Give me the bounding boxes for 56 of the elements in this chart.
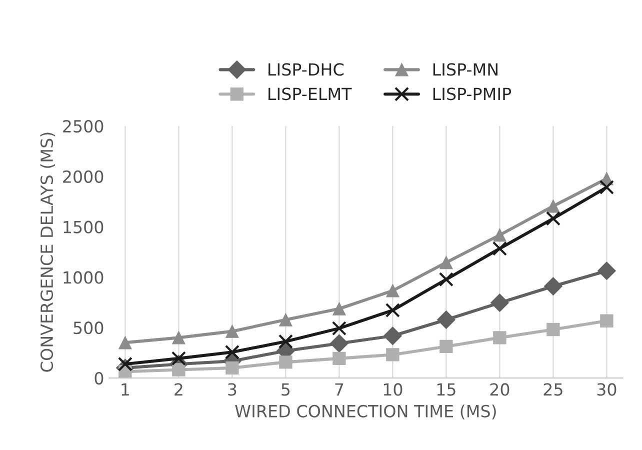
point [226, 361, 239, 375]
point [172, 363, 186, 376]
x-tick-label: 30 [597, 383, 616, 396]
y-tick-label: 2000 [63, 170, 104, 183]
point [598, 262, 616, 280]
point [330, 334, 348, 353]
point [490, 294, 509, 312]
x-tick-label: 5 [282, 383, 290, 396]
point [438, 272, 454, 287]
point [332, 321, 346, 336]
x-axis-title: WIRED CONNECTION TIME (MS) [235, 404, 496, 420]
point [385, 302, 400, 318]
y-axis-title: CONVERGENCE DELAYS (MS) [40, 132, 56, 372]
point [437, 310, 456, 329]
point [332, 352, 346, 366]
point [278, 334, 293, 349]
point [226, 324, 239, 338]
x-tick-label: 25 [544, 383, 562, 396]
point [384, 326, 402, 346]
legend-label: LISP-PMIP [433, 88, 512, 100]
point [440, 256, 453, 270]
y-tick-label: 500 [74, 322, 104, 334]
x-tick-label: 1 [122, 383, 129, 396]
point [118, 356, 132, 372]
y-tick-label: 0 [94, 372, 104, 385]
x-tick-label: 10 [384, 383, 402, 396]
x-tick-label: 15 [437, 383, 456, 396]
point [440, 340, 453, 354]
point [493, 228, 506, 242]
point [279, 313, 292, 326]
point [386, 348, 400, 362]
point [171, 351, 186, 366]
point [546, 322, 560, 336]
x-tick-label: 2 [174, 383, 182, 396]
legend-label: LISP-MN [433, 63, 498, 76]
point [546, 200, 560, 213]
legend-label: LISP-DHC [268, 63, 344, 76]
point [599, 180, 614, 195]
y-tick-label: 2500 [63, 120, 104, 133]
point [546, 211, 560, 226]
point [544, 277, 562, 296]
y-tick-label: 1500 [64, 220, 104, 234]
point [118, 336, 132, 350]
point [279, 356, 292, 369]
y-tick-label: 1000 [64, 271, 104, 284]
point [332, 302, 346, 316]
point [600, 314, 614, 328]
legend-label: LISP-ELMT [268, 88, 352, 100]
point [386, 284, 400, 298]
x-tick-label: 20 [490, 383, 510, 396]
point [172, 331, 186, 344]
point [224, 344, 240, 360]
x-tick-label: 7 [335, 383, 344, 396]
x-tick-label: 3 [228, 383, 236, 396]
point [492, 241, 507, 256]
point [493, 331, 506, 344]
